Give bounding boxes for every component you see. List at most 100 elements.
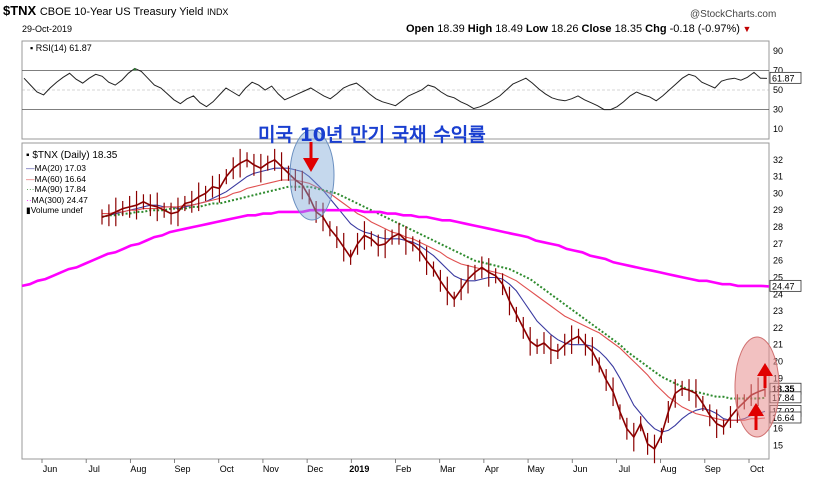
rsi-tick-label: 10 (773, 124, 783, 134)
price-tick-label: 23 (773, 306, 783, 316)
rsi-last-box (769, 71, 802, 84)
ma60-swatch-icon: — (26, 173, 35, 184)
rsi-tick-label: 50 (773, 85, 783, 95)
legend-volume-text: Volume undef (30, 205, 83, 215)
x-tick-label: May (528, 464, 546, 474)
overlay-layer (289, 129, 780, 438)
chart-date: 29-Oct-2019 (22, 24, 73, 34)
legend-ma90-text: MA(90) 17.84 (34, 184, 87, 194)
chg-label: Chg (645, 23, 667, 35)
legend-ma20: —MA(20) 17.03 (26, 163, 88, 174)
rsi-last-value: 61.87 (772, 73, 795, 83)
ma20-swatch-icon: — (26, 163, 35, 173)
ma300-swatch-icon: ·· (26, 194, 32, 205)
rsi-tick-label: 90 (773, 46, 783, 56)
price-tick-label: 29 (773, 205, 783, 215)
price-tick-label: 21 (773, 340, 783, 350)
x-tick-label: Aug (130, 464, 146, 474)
open-value: 18.39 (437, 23, 465, 35)
exchange: INDX (206, 7, 229, 17)
legend-ma60-text: MA(60) 16.64 (34, 173, 87, 184)
korean-annotation: 미국 10년 만기 국채 수익률 (258, 124, 486, 146)
x-tick-label: Jul (619, 464, 631, 474)
symbol-name: CBOE 10-Year US Treasury Yield (39, 6, 204, 18)
rsi-title: RSI(14) 61.87 (35, 43, 92, 53)
price-panel-frame (21, 142, 770, 460)
price-tick-label: 16 (773, 424, 783, 434)
x-tick-label: Feb (396, 464, 412, 474)
ma-legend: —MA(20) 17.03 —MA(60) 16.64 ···MA(90) 17… (26, 163, 88, 216)
brand-logo: @StockCharts.com (690, 9, 777, 20)
x-tick-label: Oct (750, 464, 765, 474)
up-arrow-icon (748, 403, 764, 416)
price-tick-label: 20 (773, 357, 783, 367)
low-label: Low (525, 23, 548, 35)
x-tick-label: Nov (263, 464, 280, 474)
last-value-label: 24.47 (772, 281, 795, 291)
close-value: 18.35 (614, 23, 643, 35)
legend-ma300: ··MA(300) 24.47 (26, 195, 88, 206)
last-value-label: 18.35 (772, 384, 795, 394)
ma90-swatch-icon: ··· (26, 184, 35, 194)
volume-swatch-icon: ▮ (26, 205, 31, 215)
x-tick-label: Dec (307, 464, 324, 474)
highlight-circle-peak (289, 129, 335, 221)
price-tick-label: 25 (773, 272, 783, 282)
price-legend-icon: ▪ (26, 150, 30, 161)
price-layer (21, 148, 770, 464)
rsi-layer: 90 70 50 30 10 61.87 (22, 46, 802, 134)
low-value: 18.26 (550, 23, 579, 35)
price-tick-label: 27 (773, 239, 783, 249)
price-tick-label: 30 (773, 188, 783, 198)
down-triangle-icon: ▼ (739, 24, 752, 34)
x-tick-label: 2019 (349, 464, 369, 474)
x-tick-label: Oct (220, 464, 235, 474)
legend-ma90: ···MA(90) 17.84 (26, 184, 88, 195)
chg-value: -0.18 (-0.97%) (669, 23, 740, 35)
price-title: $TNX (Daily) 18.35 (32, 150, 118, 161)
legend-volume: ▮Volume undef (26, 205, 88, 216)
ma90-line (101, 185, 766, 400)
x-tick-label: Aug (661, 464, 677, 474)
up-arrow-icon (757, 363, 773, 376)
ma300-line (21, 208, 770, 288)
x-tick-label: Jun (43, 464, 58, 474)
high-value: 18.49 (495, 23, 523, 35)
price-legend-title: ▪ $TNX (Daily) 18.35 (26, 150, 117, 161)
last-value-label: 17.03 (772, 406, 795, 416)
x-tick-label: Mar (440, 464, 456, 474)
legend-ma300-text: MA(300) 24.47 (31, 194, 88, 205)
symbol-title: $TNX CBOE 10-Year US Treasury Yield INDX (3, 3, 228, 18)
rsi-legend-icon: ▪ (30, 43, 34, 53)
ma60-line (102, 179, 766, 421)
rsi-tick-label: 30 (773, 105, 783, 115)
price-tick-label: 28 (773, 222, 783, 232)
symbol: $TNX (3, 3, 37, 18)
rsi-line (23, 67, 768, 111)
legend-ma60: —MA(60) 16.64 (26, 174, 88, 185)
price-tick-label: 32 (773, 155, 783, 165)
ohlc-readout: Open 18.39 High 18.49 Low 18.26 Close 18… (406, 23, 751, 35)
down-arrow-head-icon (303, 158, 319, 172)
last-value-box (769, 279, 802, 292)
price-tick-label: 26 (773, 256, 783, 266)
price-tick-label: 22 (773, 323, 783, 333)
last-value-label: 16.64 (772, 413, 795, 423)
x-tick-label: Sep (705, 464, 721, 474)
axis-layer: 323130292827262524232221201918171615JunJ… (41, 155, 802, 474)
ma20-line (101, 167, 766, 433)
x-tick-label: Apr (485, 464, 499, 474)
last-value-label: 17.84 (772, 393, 795, 403)
high-label: High (467, 23, 493, 35)
price-tick-label: 15 (773, 441, 783, 451)
legend-ma20-text: MA(20) 17.03 (34, 163, 87, 173)
highlight-circle-recent (734, 336, 780, 438)
price-tick-label: 24 (773, 289, 783, 299)
x-tick-label: Jul (88, 464, 100, 474)
close-label: Close (581, 23, 612, 35)
price-tick-label: 31 (773, 172, 783, 182)
rsi-tick-label: 70 (773, 65, 783, 75)
x-tick-label: Sep (175, 464, 191, 474)
open-label: Open (406, 23, 435, 35)
